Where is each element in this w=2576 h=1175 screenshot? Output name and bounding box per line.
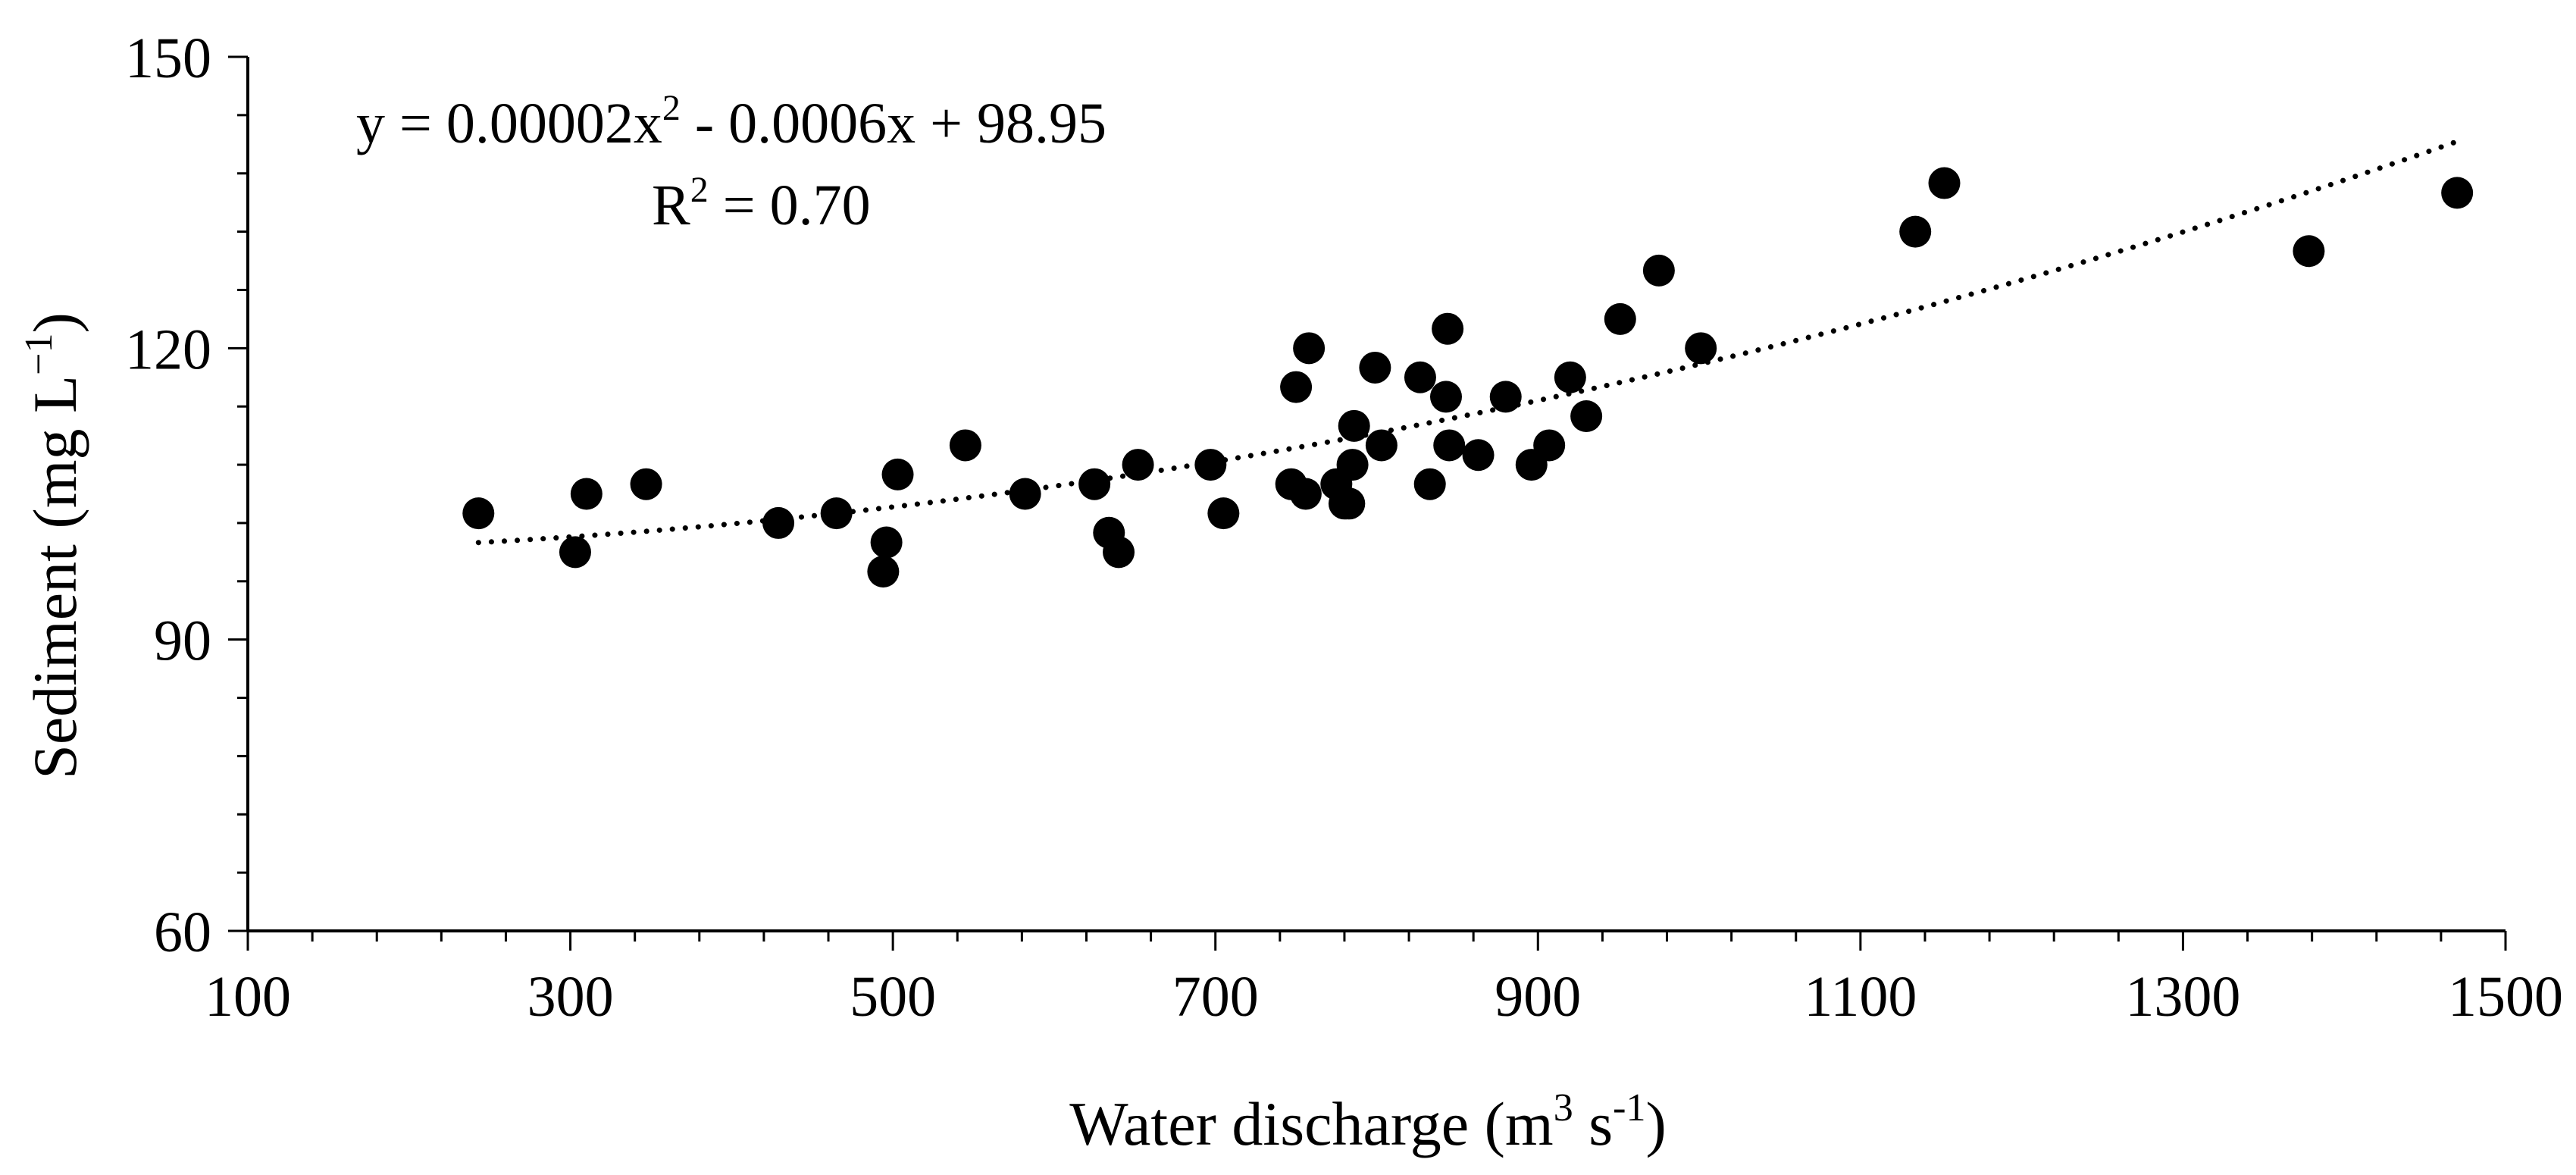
data-point xyxy=(1365,429,1398,462)
y-axis-label-prefix: Sediment (mg L xyxy=(20,375,89,779)
data-point xyxy=(1685,332,1717,365)
data-point xyxy=(1429,381,1462,413)
data-point xyxy=(570,478,603,510)
data-point xyxy=(1432,312,1464,345)
y-tick-label: 150 xyxy=(125,27,211,90)
x-axis-label-prefix: Water discharge (m xyxy=(1069,1089,1554,1158)
y-axis-label: Sediment (mg L−1) xyxy=(17,312,89,779)
data-point xyxy=(1554,361,1586,393)
x-tick-label: 900 xyxy=(1495,965,1581,1029)
y-axis-tick-labels: 60 90 120 150 xyxy=(125,27,211,964)
data-point xyxy=(867,555,900,588)
data-point xyxy=(1293,332,1326,365)
data-point xyxy=(1533,429,1566,462)
data-point xyxy=(1433,429,1466,462)
data-point xyxy=(1122,449,1154,481)
data-point xyxy=(2293,235,2325,268)
data-point xyxy=(1899,215,1932,248)
data-point xyxy=(820,497,853,530)
data-point xyxy=(870,526,903,559)
data-point xyxy=(1194,449,1227,481)
axes xyxy=(246,57,2506,932)
data-point xyxy=(1078,468,1111,500)
x-tick-label: 300 xyxy=(527,965,614,1029)
data-point xyxy=(630,468,662,500)
data-point xyxy=(1489,381,1522,413)
data-point xyxy=(1928,167,1961,199)
data-point xyxy=(1333,487,1366,520)
x-tick-label: 1100 xyxy=(1804,965,1917,1029)
y-axis-label-suffix: ) xyxy=(20,312,89,333)
data-point xyxy=(1009,478,1041,510)
y-axis-ticks xyxy=(228,55,248,932)
data-point xyxy=(559,536,591,569)
x-axis-label-sup-1: 3 xyxy=(1554,1086,1573,1130)
y-tick-label: 60 xyxy=(154,901,211,964)
r-squared-exponent: 2 xyxy=(690,170,709,210)
x-tick-label: 500 xyxy=(850,965,936,1029)
x-axis-label-middle: s xyxy=(1573,1089,1613,1158)
data-point xyxy=(1359,351,1391,384)
trendline-path xyxy=(475,139,2460,546)
data-point xyxy=(1207,497,1240,530)
y-tick-label: 90 xyxy=(154,609,211,673)
x-axis-label-suffix: ) xyxy=(1645,1089,1666,1158)
data-points xyxy=(462,167,2474,588)
r-squared-text-after: = 0.70 xyxy=(709,174,871,237)
x-axis-label: Water discharge (m3 s-1) xyxy=(1069,1086,1667,1158)
x-tick-label: 1300 xyxy=(2125,965,2240,1029)
data-point xyxy=(1404,361,1436,393)
x-axis-label-sup-2: -1 xyxy=(1613,1086,1645,1130)
equation-annotation: y = 0.00002x2 - 0.0006x + 98.95 xyxy=(356,88,1106,155)
data-point xyxy=(1642,254,1675,287)
r-squared-text-before: R xyxy=(652,174,690,237)
trendline xyxy=(475,139,2460,546)
x-tick-label: 1500 xyxy=(2448,965,2563,1029)
data-point xyxy=(462,497,495,530)
data-point xyxy=(881,458,914,490)
data-point xyxy=(2441,177,2474,209)
equation-exponent: 2 xyxy=(662,88,681,128)
data-point xyxy=(1570,400,1603,433)
x-axis-tick-labels: 100 300 500 700 900 1100 1300 1500 xyxy=(205,965,2563,1029)
y-tick-label: 120 xyxy=(125,318,211,381)
y-axis-label-sup: −1 xyxy=(17,334,61,375)
data-point xyxy=(1103,536,1135,569)
equation-text-before: y = 0.00002x xyxy=(356,92,662,155)
r-squared-annotation: R2 = 0.70 xyxy=(652,170,871,237)
x-axis-ticks xyxy=(246,931,2507,951)
data-point xyxy=(949,429,981,462)
data-point xyxy=(1413,468,1446,500)
x-tick-label: 100 xyxy=(205,965,291,1029)
data-point xyxy=(1604,302,1636,335)
equation-text-after: - 0.0006x + 98.95 xyxy=(681,92,1106,155)
data-point xyxy=(1338,409,1370,442)
data-point xyxy=(762,506,795,539)
data-point xyxy=(1462,439,1495,472)
data-point xyxy=(1289,478,1322,510)
data-point xyxy=(1280,371,1313,403)
x-tick-label: 700 xyxy=(1172,965,1259,1029)
data-point xyxy=(1336,449,1369,481)
